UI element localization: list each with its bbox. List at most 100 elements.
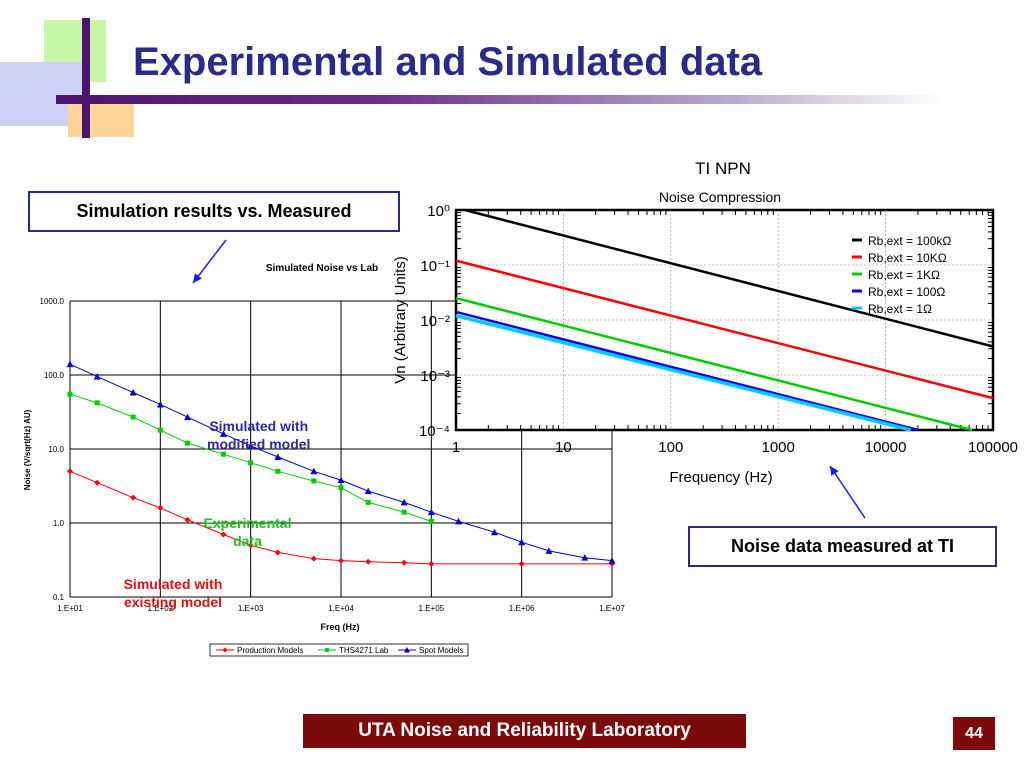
chart1-point	[67, 391, 73, 397]
chart2-y-ticks: 10⁻⁴ 10⁻³ 10⁻² 10⁻¹ 10⁰	[419, 203, 450, 440]
page-number: 44	[953, 717, 995, 750]
chart1-x-tick-label: 1.E+04	[328, 604, 354, 613]
chart1-x-tick-label: 1.E+07	[599, 604, 625, 613]
chart1-point	[220, 531, 227, 538]
chart1-x-tick-label: 1.E+05	[419, 604, 445, 613]
chart1-point	[427, 508, 435, 516]
chart1-point	[428, 560, 435, 567]
callout-simulation-vs-measured: Simulation results vs. Measured	[28, 191, 400, 232]
chart1-xlabel: Freq (Hz)	[321, 622, 360, 632]
slide-title: Experimental and Simulated data	[133, 40, 763, 84]
chart1-point	[247, 542, 254, 549]
chart1-point	[455, 517, 463, 525]
chart1-point	[157, 504, 164, 511]
chart1-point	[545, 547, 553, 554]
chart2-series-line-3	[455, 310, 919, 432]
chart2-x-tick-label: 10	[555, 439, 572, 456]
chart2-x-tick-label: 1000	[762, 439, 795, 456]
chart1-y-ticks: 0.1 1.0 10.0 100.0 1000.0	[40, 297, 65, 602]
chart2-legend-label: Rb,ext = 100kΩ	[868, 234, 951, 248]
annotation-simulated-existing-line2: existing model	[123, 594, 223, 610]
chart1-point	[581, 554, 589, 561]
chart1-point	[130, 494, 137, 501]
chart2-legend-label: Rb,ext = 10KΩ	[868, 251, 947, 265]
chart1-point	[220, 451, 226, 457]
chart2-legend-label: Rb,ext = 100Ω	[868, 285, 945, 299]
chart1-point	[94, 400, 100, 406]
annotation-simulated-modified-line2: modified model	[207, 436, 311, 452]
chart2-xlabel: Frequency (Hz)	[669, 469, 772, 486]
chart1-title: Simulated Noise vs Lab	[266, 263, 378, 274]
chart1-x-ticks: 1.E+01 1.E+02 1.E+03 1.E+04 1.E+05 1.E+06 1.E+…	[57, 604, 625, 613]
annotation-experimental-line1: Experimental	[203, 515, 292, 531]
callout-noise-data-ti: Noise data measured at TI	[688, 526, 997, 567]
chart1-point	[184, 516, 191, 523]
chart1-point	[185, 440, 191, 446]
chart1-point	[608, 557, 616, 564]
chart1-legend-marker	[404, 647, 410, 653]
chart2-title: TI NPN	[695, 159, 751, 178]
chart2-series-line-0	[464, 208, 994, 348]
chart2-legend-label: Rb,ext = 1KΩ	[868, 268, 940, 282]
annotation-experimental: Experimental data	[190, 514, 305, 550]
chart1-x-tick-label: 1.E+02	[148, 604, 174, 613]
chart2-x-tick-label: 100000	[968, 439, 1018, 456]
chart2-gridlines	[456, 210, 993, 430]
chart1-point	[401, 509, 407, 515]
chart2-series-line-2	[455, 296, 973, 432]
chart1-point	[518, 560, 525, 567]
chart1-ylabel: Noise (V/sqrt(Hz) AU)	[23, 409, 32, 490]
chart1-y-tick-label: 0.1	[53, 593, 65, 602]
chart2-y-tick-label: 10⁻²	[420, 313, 450, 330]
chart1-x-tick-label: 1.E+06	[509, 604, 535, 613]
chart1-point	[156, 400, 164, 408]
chart1-point	[274, 453, 282, 460]
title-underline-bar	[56, 95, 946, 104]
chart2-x-tick-label: 10000	[865, 439, 907, 456]
chart1-point	[401, 559, 408, 566]
chart1-point	[219, 430, 227, 437]
chart1-point	[365, 499, 371, 505]
annotation-simulated-modified: Simulated with modified model	[207, 417, 310, 453]
chart1-point	[130, 414, 136, 420]
chart2-x-tick-label: 100	[658, 439, 683, 456]
chart1-point	[364, 487, 372, 495]
chart1-legend: Production Models THS4271 Lab Spot Models	[209, 643, 469, 657]
chart1-y-tick-label: 10.0	[48, 445, 64, 454]
chart-ti-npn: TI NPN Noise Compression 10⁻⁴10⁻³10⁻²10⁻…	[392, 159, 1018, 486]
chart1-point	[129, 389, 137, 396]
chart2-series	[455, 208, 994, 432]
chart1-point	[518, 538, 526, 546]
chart1-point	[66, 360, 74, 368]
chart1-point	[94, 479, 101, 486]
chart1-point	[490, 528, 498, 536]
chart2-x-ticks: 1 10 100 1000 10000 100000	[452, 439, 1018, 456]
chart1-point	[338, 557, 344, 564]
chart1-x-tick-label: 1.E+01	[57, 604, 83, 613]
chart1-point	[365, 558, 372, 565]
chart1-point	[428, 518, 434, 524]
chart1-x-tick-label: 1.E+03	[238, 604, 264, 613]
footer-lab-name: UTA Noise and Reliability Laboratory	[303, 714, 746, 748]
chart2-series-line-4	[455, 313, 912, 432]
chart1-point	[311, 478, 317, 484]
chart1-point	[274, 549, 281, 556]
annotation-simulated-existing: Simulated with existing model	[103, 575, 243, 611]
chart2-legend: Rb,ext = 100kΩ Rb,ext = 10KΩ Rb,ext = 1KΩ R…	[852, 234, 951, 316]
chart2-x-tick-label: 1	[452, 439, 460, 456]
chart1-point	[338, 485, 344, 491]
chart1-point	[337, 476, 345, 484]
chart1-y-tick-label: 100.0	[44, 371, 65, 380]
chart1-legend-marker	[325, 648, 329, 652]
chart1-point	[157, 427, 163, 433]
chart1-legend-label: THS4271 Lab	[339, 646, 389, 655]
chart1-point	[609, 560, 615, 567]
chart1-point	[184, 413, 192, 421]
chart1-point	[310, 467, 318, 475]
chart2-ylabel: Vn (Arbitrary Units)	[392, 256, 409, 384]
chart1-point	[248, 460, 254, 466]
chart1-series	[66, 360, 616, 567]
chart1-point	[247, 442, 255, 449]
chart1-legend-box	[209, 643, 469, 657]
chart2-subtitle: Noise Compression	[659, 189, 781, 205]
